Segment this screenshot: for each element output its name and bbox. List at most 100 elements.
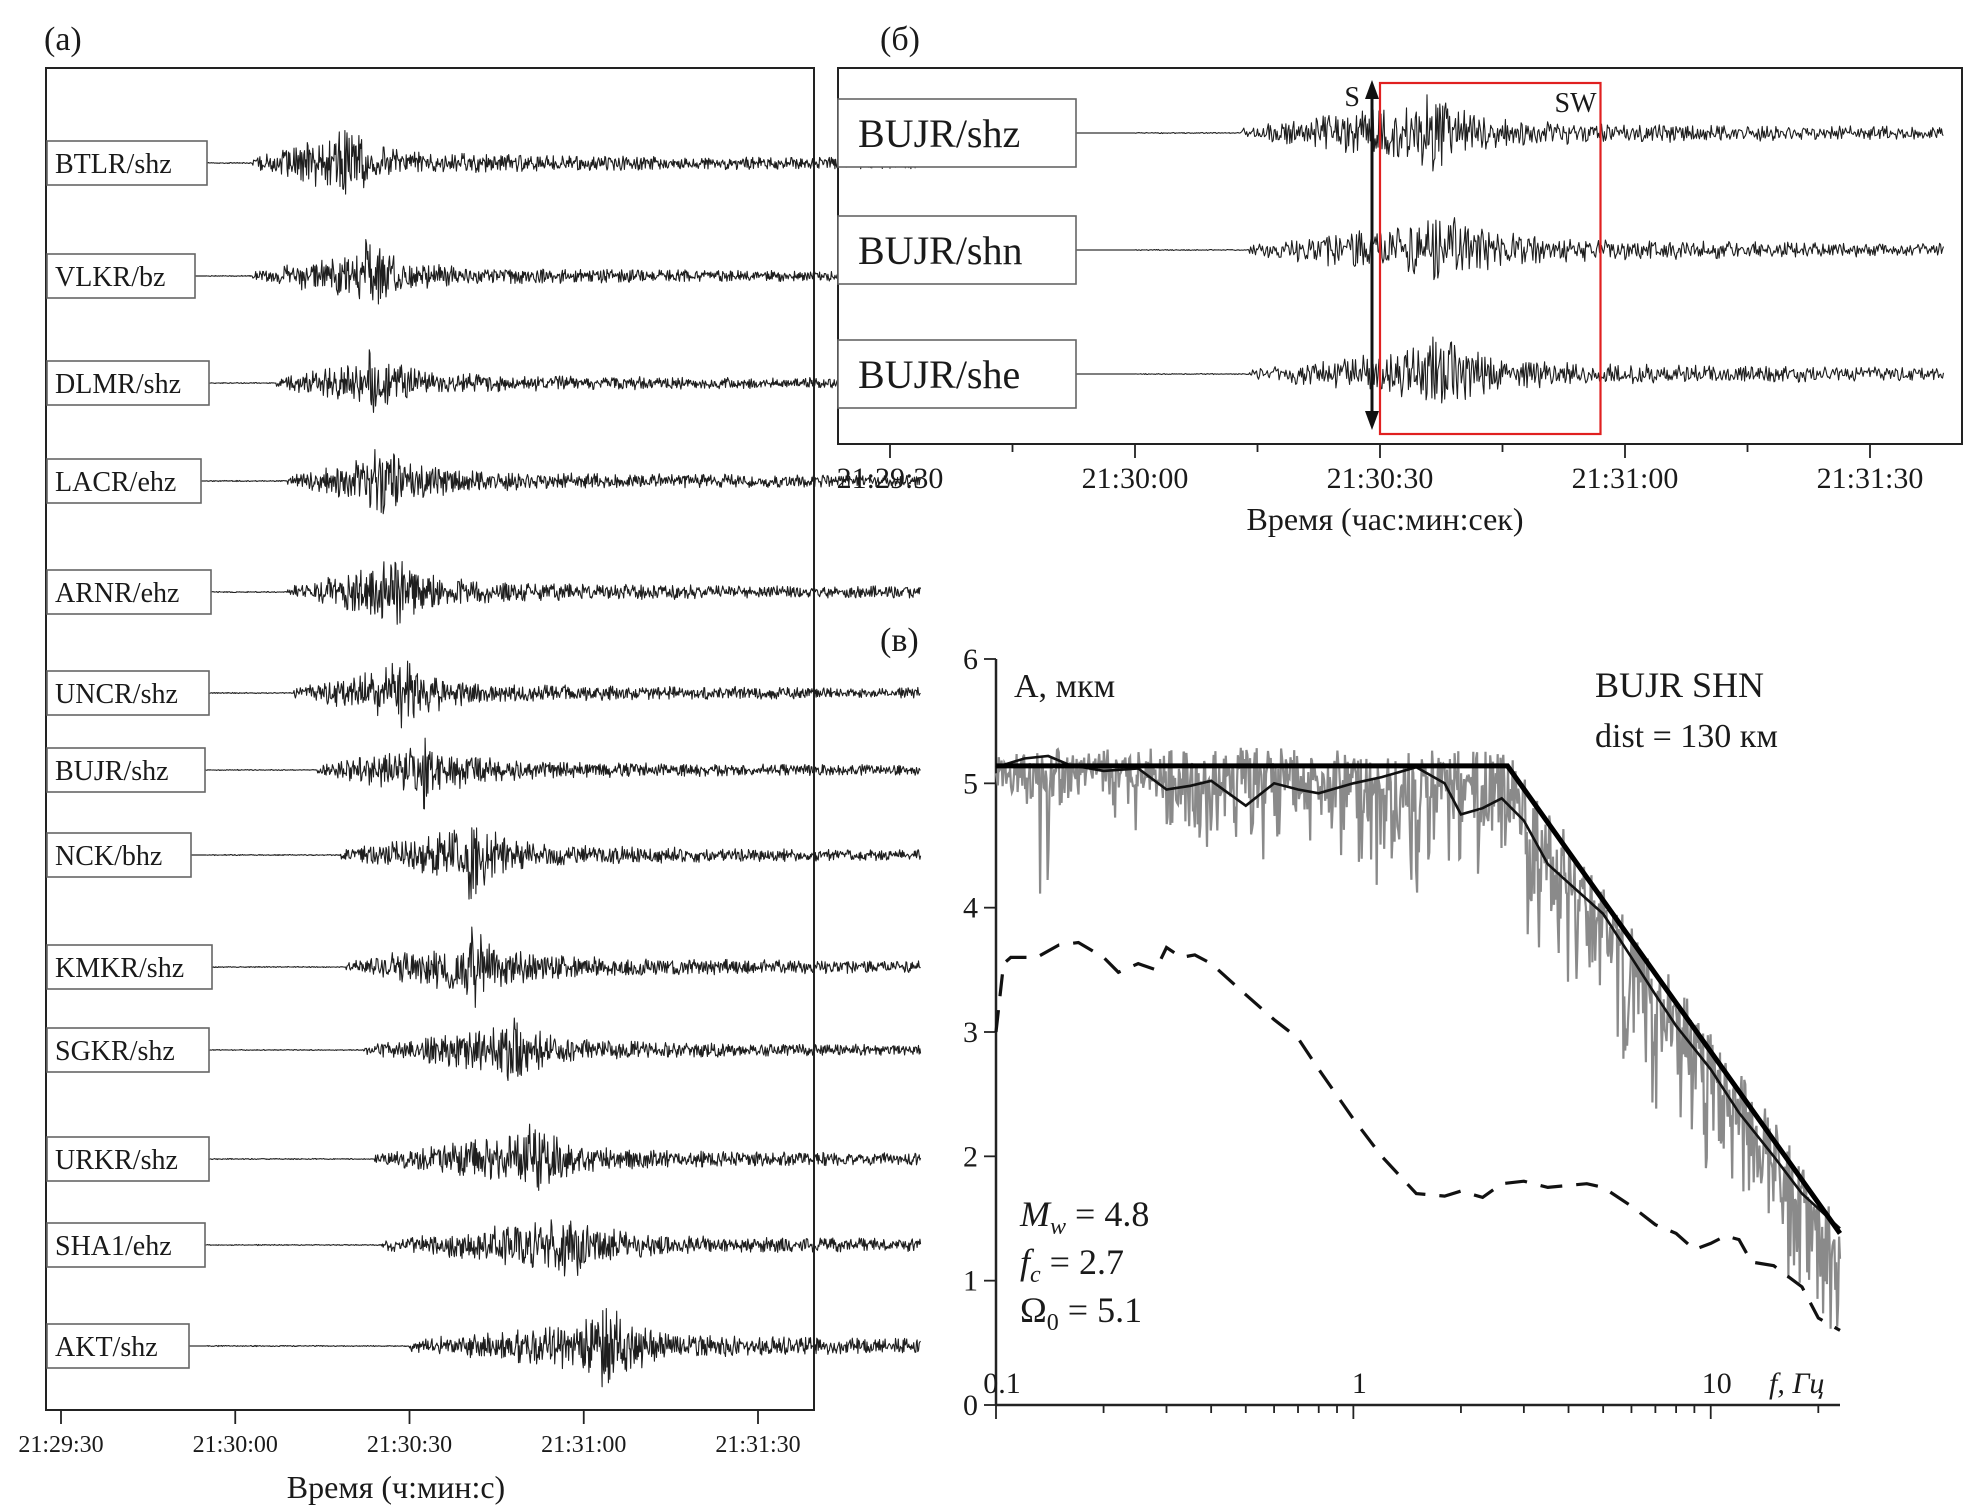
x-tick-label: 10: [1702, 1367, 1732, 1400]
x-tick-label: 21:30:00: [1082, 462, 1189, 495]
panel-c-station-title: BUJR SHN: [1595, 665, 1764, 705]
y-tick-label: 5: [963, 767, 978, 800]
station-label-box: [46, 944, 213, 990]
panel-c-y-axis-label: A, мкм: [1014, 668, 1115, 705]
panel-a-x-axis-label: Время (ч:мин:с): [287, 1469, 505, 1505]
omega0-parameter: Ω0 = 5.1: [1020, 1290, 1142, 1336]
y-tick-label: 4: [963, 892, 978, 925]
panel-b-x-ticks: 21:29:30 21:30:00 21:30:30 21:31:00 21:31:30: [837, 444, 1924, 495]
x-tick-label: 21:30:30: [367, 1432, 452, 1458]
noise-spectrum-line: [994, 940, 1841, 1332]
station-label: URKR/shz: [55, 1145, 178, 1176]
y-tick-label: 3: [963, 1016, 978, 1049]
panel-c-series: [994, 747, 1843, 1332]
station-label-box: [46, 1027, 210, 1073]
x-tick-label: 21:31:00: [1572, 462, 1679, 495]
station-label-box: [46, 832, 192, 878]
x-tick-label: 21:30:00: [193, 1432, 278, 1458]
panel-a-label: (а): [44, 21, 82, 58]
model-spectrum-line: [996, 763, 1843, 1235]
x-tick-label: 21:29:30: [18, 1432, 103, 1458]
seismogram-trace: [206, 737, 921, 810]
seismogram-trace: [1135, 94, 1944, 172]
seismogram-trace: [206, 561, 922, 625]
station-label-box: [46, 458, 202, 504]
station-label-box: [46, 140, 208, 186]
station-label: ARNR/ehz: [55, 578, 179, 609]
y-tick-label: 6: [963, 643, 978, 676]
seismogram-trace: [206, 660, 921, 729]
station-label-box: [46, 569, 212, 615]
raw-spectrum-line: [994, 747, 1842, 1329]
panel-b-label: (б): [880, 21, 920, 58]
smoothed-spectrum-line: [995, 754, 1841, 1230]
seismogram-trace: [205, 239, 921, 305]
seismogram-trace: [205, 130, 922, 195]
x-tick-label: 1: [1352, 1367, 1367, 1400]
s-phase-label: S: [1344, 82, 1360, 113]
seismogram-trace: [1135, 336, 1945, 404]
station-label: KMKR/shz: [55, 953, 184, 984]
panel-c: (в) 0 1 2 3 4 5 6 0.1 1 10 f, Гц A, мкм BUJR SHN d…: [880, 622, 1843, 1422]
seismogram-trace: [205, 1307, 921, 1388]
station-label: BTLR/shz: [55, 149, 172, 180]
station-label: AKT/shz: [55, 1332, 158, 1363]
station-label-box: [46, 253, 196, 299]
panel-b-traces: [1076, 94, 1945, 404]
station-label: SGKR/shz: [55, 1036, 175, 1067]
station-label: BUJR/shz: [858, 111, 1020, 156]
station-label-box: [837, 215, 1077, 285]
panel-a: (а) BTLR/shz VLKR/bz DLMR/shz LACR/ehz ARNR/…: [18, 21, 922, 1505]
seismogram-trace: [205, 349, 922, 413]
x-tick-label: 0.1: [983, 1367, 1021, 1400]
seismogram-trace: [205, 926, 921, 1008]
analysis-window: [1378, 81, 1602, 436]
panel-a-frame: [45, 67, 815, 1411]
seismogram-trace: [206, 827, 922, 900]
panel-c-label: (в): [880, 622, 919, 659]
station-label-box: [46, 1222, 206, 1268]
panel-b-station-labels: BUJR/shz BUJR/shn BUJR/she: [837, 98, 1077, 409]
station-label: VLKR/bz: [55, 262, 165, 293]
seismogram-trace: [205, 449, 922, 515]
x-tick-label: 21:31:30: [1817, 462, 1924, 495]
panel-a-station-labels: BTLR/shz VLKR/bz DLMR/shz LACR/ehz ARNR/ehz U…: [46, 140, 213, 1369]
x-tick-label: 21:29:30: [837, 462, 944, 495]
station-label-box: [837, 98, 1077, 168]
station-label-box: [46, 1323, 190, 1369]
seismogram-trace: [1134, 217, 1945, 281]
station-label: BUJR/she: [858, 352, 1020, 397]
station-label: BUJR/shz: [55, 756, 169, 787]
station-label-box: [837, 339, 1077, 409]
y-tick-label: 2: [963, 1140, 978, 1173]
station-label: DLMR/shz: [55, 369, 181, 400]
panel-b: (б) BUJR/shz BUJR/shn BUJR/she S SW 21:29:3…: [837, 21, 1963, 537]
panel-a-traces: [189, 130, 922, 1388]
panel-b-x-axis-label: Время (час:мин:сек): [1247, 501, 1524, 537]
x-tick-label: 21:31:00: [541, 1432, 626, 1458]
y-tick-label: 1: [963, 1265, 978, 1298]
x-tick-label: 21:30:30: [1327, 462, 1434, 495]
panel-a-x-ticks: 21:29:30 21:30:00 21:30:30 21:31:00 21:31:30: [18, 1410, 801, 1458]
s-arrow-head-bottom: [1365, 411, 1379, 430]
station-label: UNCR/shz: [55, 679, 178, 710]
seismogram-trace: [206, 1017, 922, 1082]
panel-b-phase-markers: S SW: [1344, 80, 1602, 436]
station-label-box: [46, 360, 210, 406]
panel-c-axes: 0 1 2 3 4 5 6 0.1 1 10 f, Гц: [963, 643, 1840, 1422]
station-label: BUJR/shn: [858, 228, 1023, 273]
seismogram-trace: [206, 1219, 922, 1277]
x-axis-label: f, Гц: [1769, 1367, 1824, 1400]
panel-c-distance: dist = 130 км: [1595, 718, 1778, 755]
s-arrow-head-top: [1365, 80, 1379, 99]
y-tick-label: 0: [963, 1389, 978, 1422]
fc-parameter: fc = 2.7: [1020, 1242, 1124, 1288]
station-label-box: [46, 1136, 210, 1182]
station-label: LACR/ehz: [55, 467, 176, 498]
station-label-box: [46, 670, 210, 716]
station-label-box: [46, 747, 206, 793]
station-label: NCK/bhz: [55, 841, 162, 872]
panel-c-parameters: Mw = 4.8fc = 2.7Ω0 = 5.1: [1019, 1194, 1149, 1336]
sw-phase-label: SW: [1555, 88, 1598, 119]
